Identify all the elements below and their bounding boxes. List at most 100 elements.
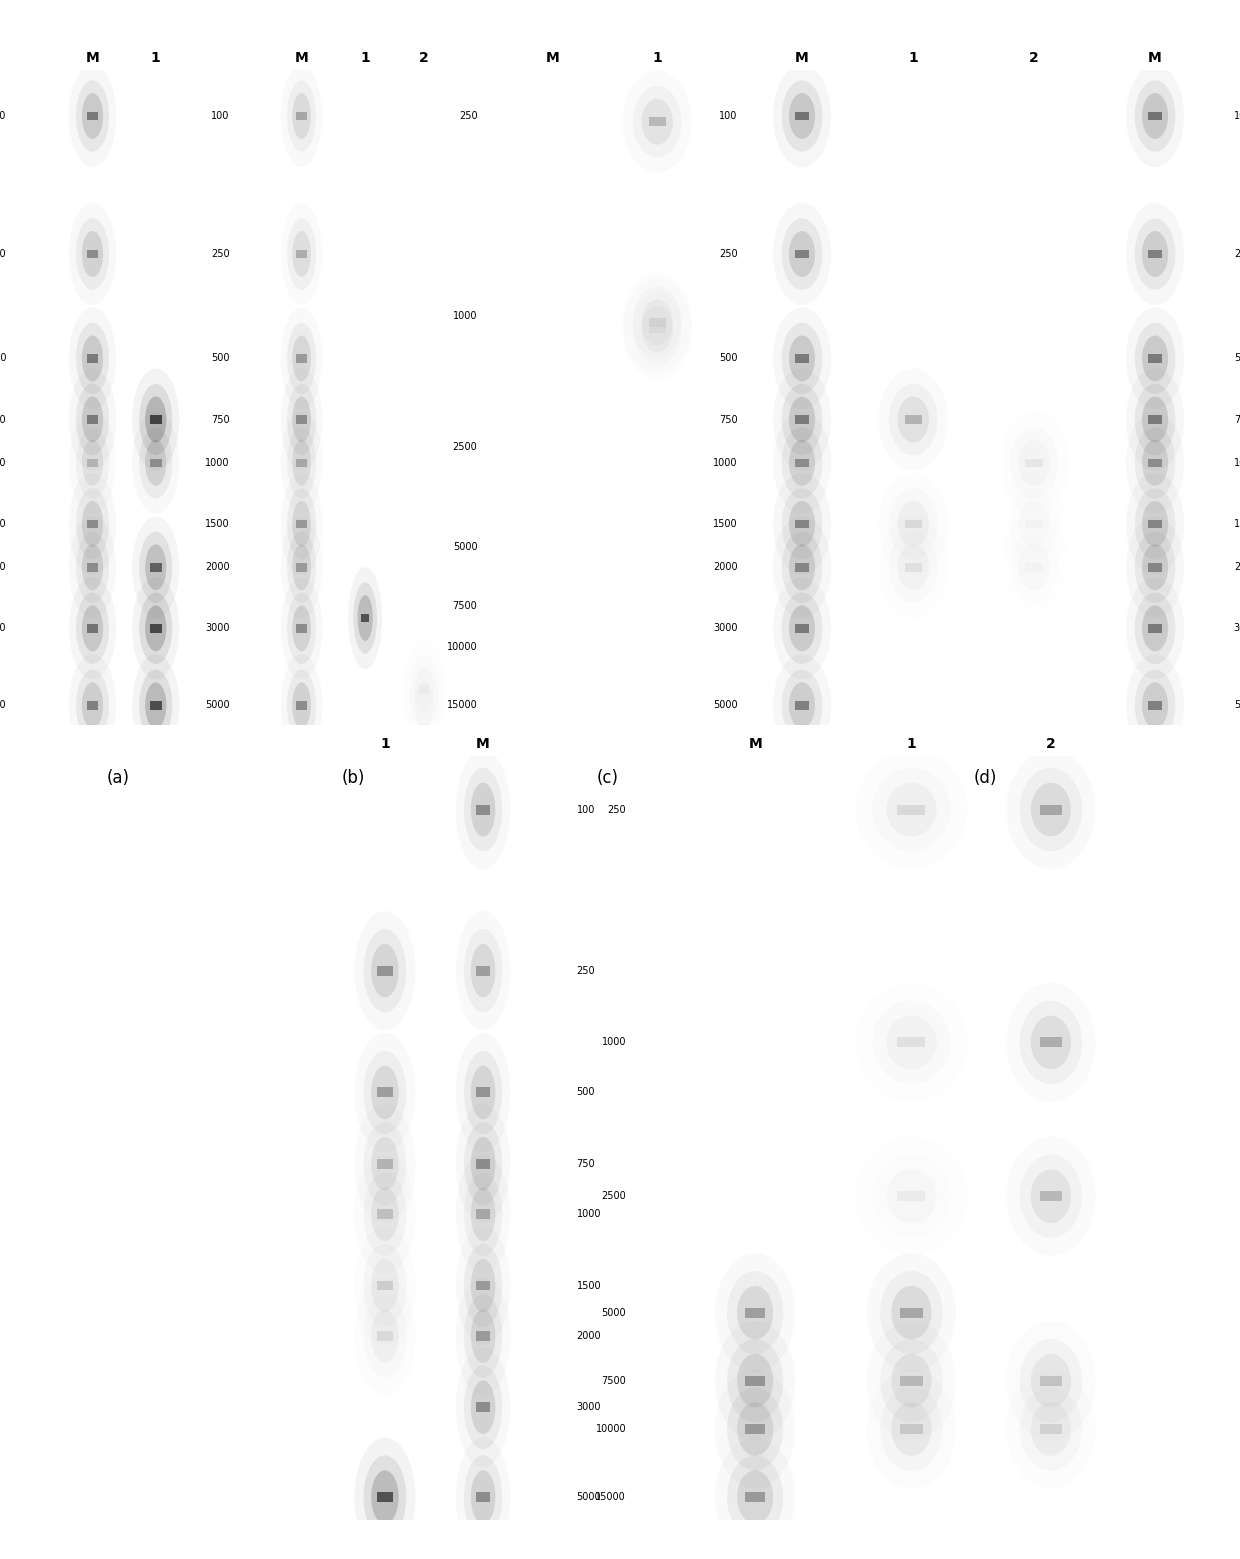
Bar <box>795 112 810 120</box>
Ellipse shape <box>82 231 103 278</box>
Ellipse shape <box>69 203 117 306</box>
Ellipse shape <box>280 368 322 471</box>
Bar <box>377 1088 393 1098</box>
Ellipse shape <box>789 500 815 547</box>
Ellipse shape <box>773 412 831 514</box>
Text: (d): (d) <box>975 769 997 787</box>
Ellipse shape <box>293 335 311 382</box>
Text: 5000: 5000 <box>601 1308 626 1317</box>
Text: M: M <box>795 51 808 65</box>
Bar <box>150 702 161 709</box>
Ellipse shape <box>293 605 311 652</box>
Ellipse shape <box>286 427 316 499</box>
Ellipse shape <box>1019 769 1083 851</box>
Ellipse shape <box>889 532 937 603</box>
Ellipse shape <box>456 1437 511 1557</box>
Text: 750: 750 <box>0 415 6 424</box>
Ellipse shape <box>622 70 692 173</box>
Text: 100: 100 <box>0 111 6 122</box>
Bar <box>904 519 923 529</box>
Ellipse shape <box>641 299 673 346</box>
Bar <box>377 1492 393 1501</box>
Text: M: M <box>86 51 99 65</box>
Ellipse shape <box>69 412 117 514</box>
Text: 1000: 1000 <box>1234 458 1240 468</box>
Ellipse shape <box>371 1470 398 1523</box>
Text: 1000: 1000 <box>453 310 477 321</box>
Ellipse shape <box>145 440 166 486</box>
Bar <box>649 117 666 126</box>
Ellipse shape <box>773 516 831 619</box>
Bar <box>87 415 98 424</box>
Ellipse shape <box>887 783 936 836</box>
Ellipse shape <box>1142 335 1168 382</box>
Ellipse shape <box>471 943 496 998</box>
Ellipse shape <box>1126 412 1184 514</box>
Ellipse shape <box>1126 307 1184 410</box>
Ellipse shape <box>789 605 815 652</box>
Ellipse shape <box>1030 1353 1071 1408</box>
Ellipse shape <box>1135 323 1176 394</box>
Bar <box>795 354 810 363</box>
Text: 3000: 3000 <box>1234 624 1240 633</box>
Ellipse shape <box>403 655 445 756</box>
Ellipse shape <box>280 577 322 680</box>
Ellipse shape <box>867 1320 956 1441</box>
Text: 500: 500 <box>577 1088 595 1098</box>
Ellipse shape <box>1142 500 1168 547</box>
Ellipse shape <box>773 368 831 471</box>
Text: 100: 100 <box>1234 111 1240 122</box>
Text: M: M <box>476 737 490 751</box>
Bar <box>904 415 923 424</box>
Ellipse shape <box>456 910 511 1030</box>
Ellipse shape <box>293 396 311 443</box>
Bar <box>795 702 810 709</box>
Ellipse shape <box>781 488 822 560</box>
Text: 100: 100 <box>211 111 229 122</box>
Bar <box>150 415 161 424</box>
Ellipse shape <box>133 412 180 514</box>
Ellipse shape <box>781 323 822 394</box>
Ellipse shape <box>773 65 831 167</box>
Bar <box>296 415 306 424</box>
Bar <box>1148 354 1162 363</box>
Bar <box>1148 458 1162 468</box>
Ellipse shape <box>363 1172 407 1257</box>
Bar <box>1148 112 1162 120</box>
Ellipse shape <box>76 669 109 741</box>
Bar <box>296 563 306 572</box>
Text: 500: 500 <box>1234 354 1240 363</box>
Ellipse shape <box>715 1369 795 1489</box>
Ellipse shape <box>280 307 322 410</box>
Ellipse shape <box>293 544 311 591</box>
Ellipse shape <box>1135 592 1176 664</box>
Ellipse shape <box>856 1137 967 1257</box>
Bar <box>377 1210 393 1219</box>
Text: 250: 250 <box>211 249 229 259</box>
Ellipse shape <box>464 769 502 851</box>
Ellipse shape <box>76 532 109 603</box>
Ellipse shape <box>139 427 172 499</box>
Ellipse shape <box>781 532 822 603</box>
Text: M: M <box>546 51 560 65</box>
Ellipse shape <box>471 1470 496 1523</box>
Ellipse shape <box>355 1034 415 1152</box>
Bar <box>795 415 810 424</box>
Bar <box>795 563 810 572</box>
Ellipse shape <box>781 669 822 741</box>
Ellipse shape <box>293 231 311 278</box>
Text: 250: 250 <box>719 249 738 259</box>
Text: 500: 500 <box>719 354 738 363</box>
Ellipse shape <box>471 1137 496 1191</box>
Text: 1500: 1500 <box>713 519 738 529</box>
Bar <box>745 1423 765 1434</box>
Ellipse shape <box>293 500 311 547</box>
Text: 5000: 5000 <box>713 700 738 711</box>
Text: 1: 1 <box>906 737 916 751</box>
Bar <box>377 965 393 976</box>
Bar <box>476 1088 490 1098</box>
Ellipse shape <box>293 683 311 728</box>
Ellipse shape <box>892 1286 931 1339</box>
Bar <box>900 1308 923 1317</box>
Ellipse shape <box>867 1369 956 1489</box>
